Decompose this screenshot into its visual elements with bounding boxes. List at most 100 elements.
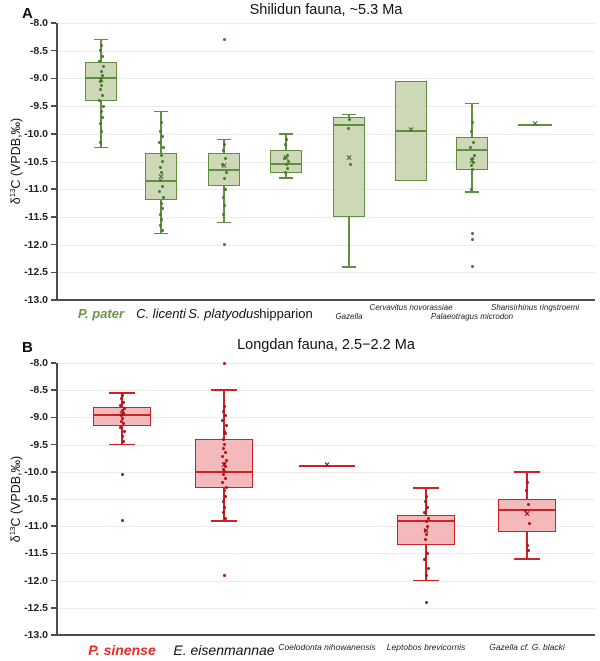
data-point (426, 567, 430, 571)
outlier-point (120, 519, 124, 523)
data-point (470, 168, 474, 172)
mean-marker: × (98, 75, 104, 87)
data-point (120, 409, 124, 413)
y-tick-label: -11.5 (24, 210, 48, 223)
whisker-cap (514, 471, 540, 473)
data-point (223, 451, 227, 455)
mean-marker: × (221, 460, 227, 472)
y-tick-label: -9.0 (29, 411, 48, 424)
data-point (98, 122, 102, 126)
outlier-point (222, 38, 226, 42)
y-tick (51, 271, 56, 274)
whisker-cap (211, 389, 237, 391)
y-tick (51, 552, 56, 555)
data-point (160, 160, 164, 163)
whisker-cap (217, 221, 231, 224)
gridline (57, 133, 595, 135)
whisker-cap (109, 443, 135, 446)
gridline (57, 417, 595, 419)
data-point (99, 70, 103, 74)
data-point (223, 432, 227, 436)
data-point (222, 405, 226, 409)
category-label: Gazella (335, 312, 363, 321)
whisker-cap (342, 113, 356, 116)
data-point (99, 110, 103, 114)
data-point (525, 481, 529, 485)
data-point (159, 171, 163, 175)
gridline (57, 363, 595, 364)
data-point (424, 573, 428, 577)
mean-marker: × (524, 509, 530, 521)
data-point (222, 505, 226, 509)
whisker-cap (413, 487, 439, 489)
data-point (221, 467, 225, 471)
data-point (223, 494, 227, 498)
data-point (346, 126, 350, 130)
data-point (222, 443, 226, 447)
data-point (469, 187, 473, 191)
y-tick-label: -10.0 (24, 465, 48, 478)
y-tick-label: -12.0 (24, 238, 48, 251)
data-point (470, 121, 474, 125)
gridline (57, 607, 595, 609)
box (333, 117, 365, 217)
mean-marker: × (158, 172, 164, 184)
data-point (285, 166, 289, 170)
outlier-point (222, 573, 226, 577)
mean-marker: × (346, 152, 352, 164)
gridline (57, 106, 595, 108)
panel-b: B Longdan fauna, 2.5−2.2 Ma δ13C (VPDB,‰… (0, 330, 600, 661)
data-point (526, 549, 530, 553)
y-tick-label: -11.0 (24, 520, 48, 533)
data-point (220, 455, 224, 459)
data-point (222, 204, 226, 208)
data-point (222, 429, 226, 433)
y-tick-label: -8.0 (29, 17, 48, 29)
data-point (472, 154, 476, 158)
data-point (118, 425, 122, 429)
y-tick (51, 105, 56, 107)
data-point (224, 459, 228, 463)
gridline (57, 78, 595, 80)
data-point (159, 121, 163, 125)
whisker-cap (413, 579, 439, 582)
y-tick-label: -13.0 (24, 294, 48, 306)
median-line (299, 465, 355, 468)
x-axis-line (56, 634, 595, 636)
mean-marker: × (283, 152, 289, 164)
data-point (161, 196, 165, 199)
data-point (283, 171, 287, 175)
data-point (284, 162, 288, 166)
data-point (98, 79, 102, 83)
data-point (119, 419, 123, 423)
data-point (221, 447, 225, 451)
data-point (157, 190, 161, 194)
data-point (97, 99, 101, 103)
y-tick (51, 443, 56, 446)
data-point (282, 157, 286, 161)
y-tick (51, 471, 56, 473)
data-point (100, 115, 104, 119)
category-label: hipparion (259, 306, 313, 321)
whisker-cap (279, 177, 293, 179)
data-point (425, 505, 429, 509)
y-tick-label: -8.5 (29, 384, 48, 397)
y-tick (51, 607, 56, 609)
mean-marker: × (119, 408, 125, 420)
data-point (158, 223, 162, 227)
data-point (120, 394, 124, 398)
category-label: Palaeotragus microdon (430, 312, 514, 321)
outlier-point (470, 265, 474, 269)
data-point (222, 143, 226, 147)
median-line (208, 168, 240, 171)
data-point (122, 406, 126, 410)
data-point (221, 148, 225, 152)
data-point (160, 207, 164, 211)
data-point (286, 160, 290, 163)
outlier-point (470, 237, 474, 241)
gridline (57, 161, 595, 163)
data-point (424, 532, 428, 536)
data-point (159, 218, 163, 222)
data-point (159, 201, 163, 205)
whisker-cap (465, 191, 479, 193)
